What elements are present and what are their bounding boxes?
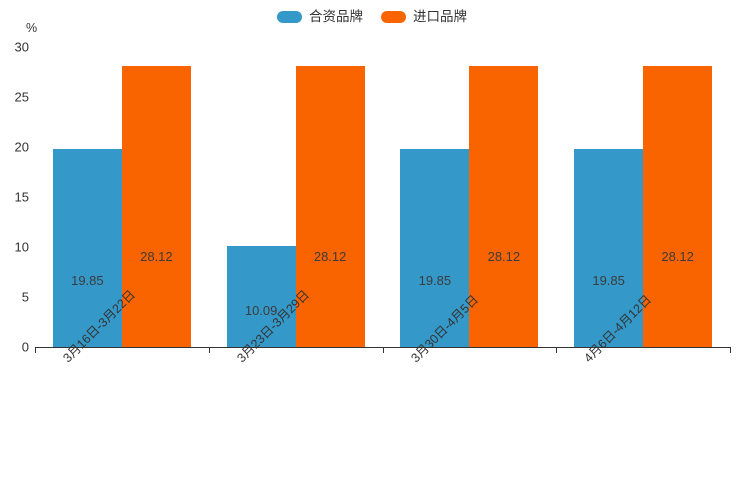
bar-series-1[interactable]: 10.09 — [226, 246, 296, 347]
bar-value-label: 19.85 — [71, 273, 104, 289]
x-axis-tick — [556, 347, 558, 353]
x-axis-tick — [35, 347, 36, 353]
legend-label-series-2: 进口品牌 — [413, 9, 467, 24]
bar-series-2[interactable]: 28.12 — [295, 65, 365, 347]
bar-value-label: 10.09 — [244, 302, 278, 318]
bar-series-2[interactable]: 28.12 — [469, 65, 539, 347]
bar-value-label: 19.85 — [592, 273, 625, 289]
legend-swatch-series-2 — [381, 10, 406, 23]
y-tick-label: 25 — [14, 89, 29, 105]
bar-value-label: 28.12 — [487, 248, 521, 264]
bar-series-1[interactable]: 19.85 — [400, 148, 470, 347]
bar-series-1[interactable]: 19.85 — [52, 148, 122, 347]
y-tick-label: 0 — [21, 339, 29, 355]
x-axis-tick — [208, 347, 210, 353]
bar-value-label: 19.85 — [418, 273, 452, 289]
y-tick-label: 15 — [14, 189, 29, 205]
legend-item-series-1[interactable]: 合资品牌 — [277, 10, 363, 24]
y-tick-label: 10 — [14, 239, 29, 255]
bar-series-2[interactable]: 28.12 — [121, 65, 191, 347]
y-axis-tick-labels: 0 5 10 15 20 25 30 — [0, 41, 29, 354]
bar-series-2[interactable]: 28.12 — [643, 65, 713, 347]
bar-value-label: 28.12 — [661, 248, 694, 264]
x-axis-tick — [730, 347, 731, 353]
legend-swatch-series-1 — [277, 10, 302, 23]
legend-label-series-1: 合资品牌 — [309, 9, 363, 24]
plot-area: 19.85 28.12 10.09 28.12 19.85 28.12 19.85 28.12 — [35, 47, 730, 347]
bar-value-label: 28.12 — [313, 248, 347, 264]
y-axis-unit-label: % — [26, 21, 38, 35]
x-axis-tick — [382, 347, 384, 353]
chart-legend: 合资品牌 进口品牌 — [0, 10, 744, 24]
y-tick-label: 20 — [14, 139, 29, 155]
y-tick-label: 5 — [21, 289, 29, 305]
y-tick-label: 30 — [14, 39, 29, 55]
bar-series-1[interactable]: 19.85 — [574, 148, 644, 347]
bar-value-label: 28.12 — [140, 248, 173, 264]
legend-item-series-2[interactable]: 进口品牌 — [381, 10, 467, 24]
